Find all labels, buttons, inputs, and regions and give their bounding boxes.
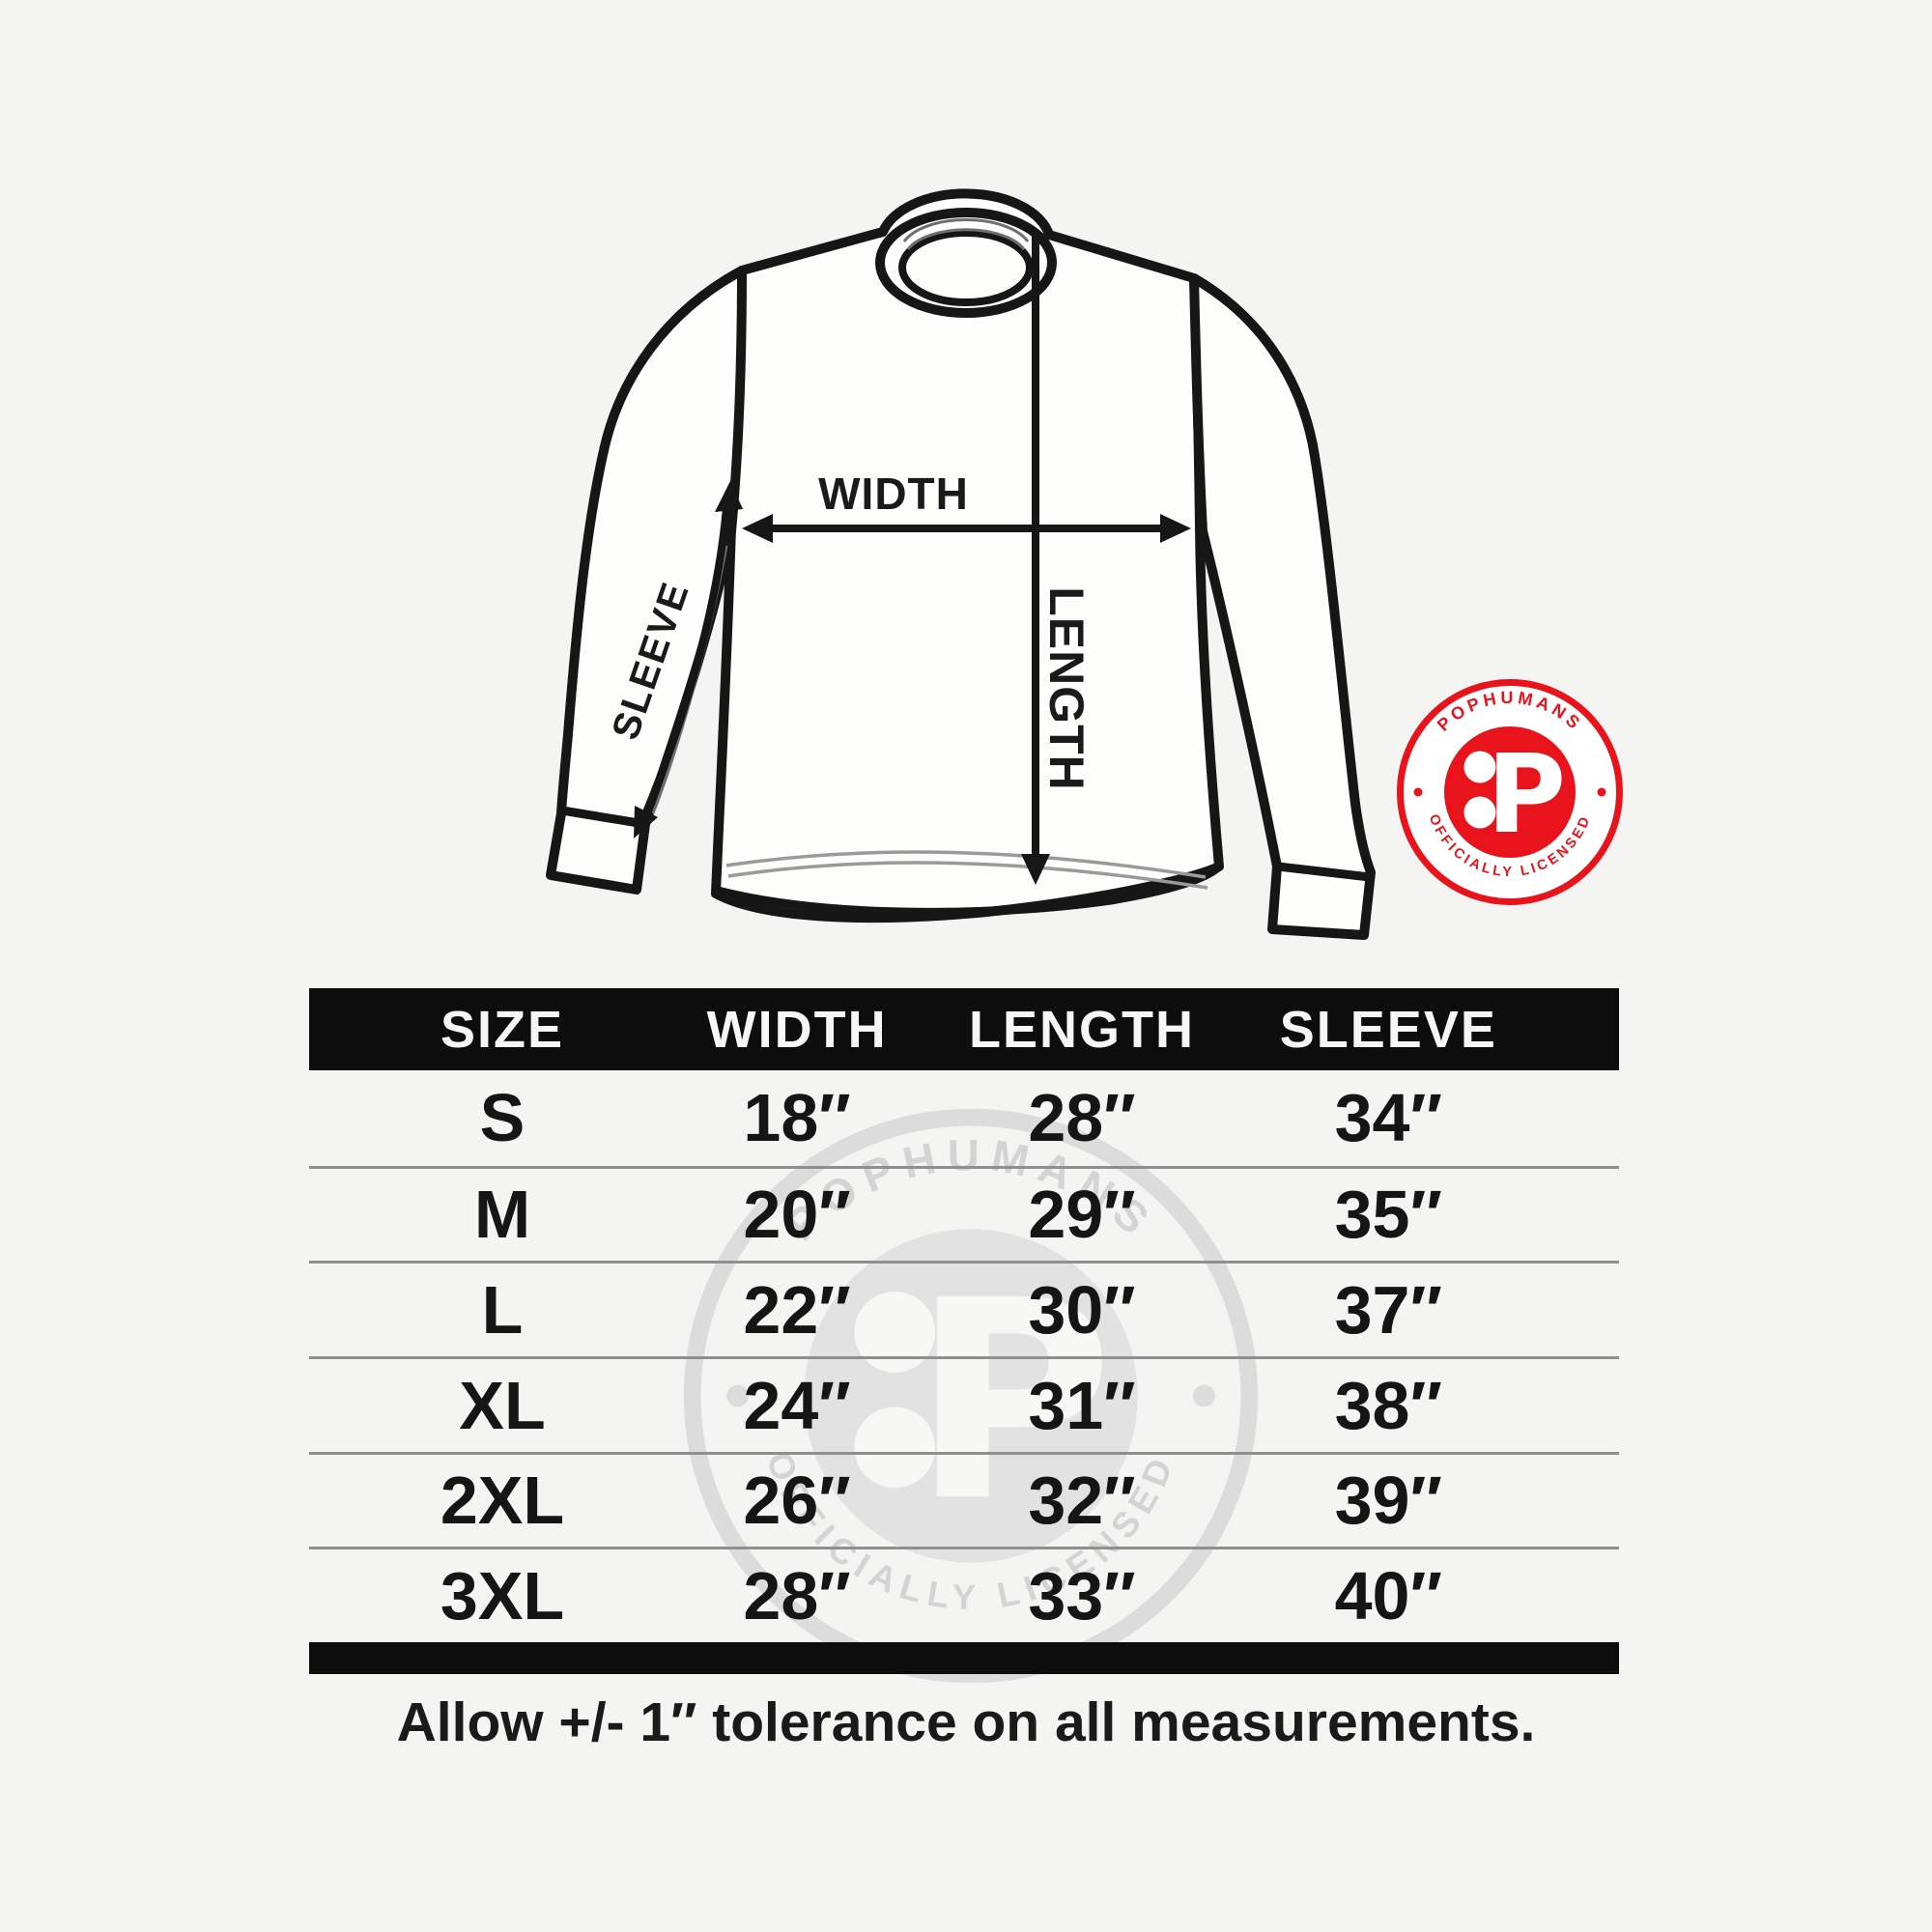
cell-sleeve: 34″ xyxy=(1334,1080,1443,1156)
watermark-stamp-icon: POPHUMANS OFFICIALLY LICENSED P xyxy=(683,1108,1259,1684)
cell-sleeve: 38″ xyxy=(1334,1367,1443,1443)
cell-length: 31″ xyxy=(1028,1367,1136,1443)
collar-stitch xyxy=(902,218,1030,242)
cell-length: 33″ xyxy=(1028,1558,1136,1634)
shirt-left-sleeve xyxy=(546,266,747,895)
cell-sleeve: 37″ xyxy=(1334,1272,1443,1349)
cell-width: 18″ xyxy=(743,1080,851,1156)
right-cuff-seam xyxy=(1273,862,1375,882)
cell-length: 28″ xyxy=(1028,1080,1136,1156)
shirt-diagram xyxy=(546,188,1376,940)
cell-width: 28″ xyxy=(743,1558,851,1634)
left-cuff-seam xyxy=(557,806,649,829)
cell-sleeve: 40″ xyxy=(1334,1558,1443,1634)
table-row: M 20″ 29″ 35″ xyxy=(309,1165,1619,1262)
measurement-arrows xyxy=(634,233,1191,885)
sleeve-arrow-line xyxy=(639,496,731,821)
licensed-badge-icon: POPHUMANS OFFICIALLY LICENSED P xyxy=(1397,679,1623,905)
length-label: LENGTH xyxy=(1039,586,1094,791)
sleeve-arrow-bottom-head-icon xyxy=(634,806,658,838)
watermark-logo-dot-icon xyxy=(854,1406,936,1489)
hem-stitch xyxy=(725,850,1207,879)
size-table: SIZE WIDTH LENGTH SLEEVE S 18″ 28″ 34″ M… xyxy=(309,988,1619,1674)
cell-width: 22″ xyxy=(743,1272,851,1349)
table-row: 3XL 28″ 33″ 40″ xyxy=(309,1547,1619,1642)
table-bottom-bar xyxy=(309,1641,1619,1674)
cell-size: L xyxy=(481,1272,524,1349)
width-arrow-right-head-icon xyxy=(1160,514,1191,543)
collar-stitch xyxy=(906,228,1026,250)
header-length: LENGTH xyxy=(969,1000,1196,1059)
badge-left-dot-icon xyxy=(1413,787,1423,797)
hem-stitch xyxy=(727,861,1208,890)
table-row: S 18″ 28″ 34″ xyxy=(309,1070,1619,1166)
header-width: WIDTH xyxy=(706,1000,888,1059)
badge-right-dot-icon xyxy=(1597,787,1606,797)
table-row: 2XL 26″ 32″ 39″ xyxy=(309,1451,1619,1548)
length-arrow-head-icon xyxy=(1021,854,1050,885)
table-row: L 22″ 30″ 37″ xyxy=(309,1261,1619,1356)
watermark-logo-dot-icon xyxy=(854,1292,936,1373)
cell-size: 2XL xyxy=(440,1463,565,1539)
cell-width: 26″ xyxy=(743,1463,851,1539)
collar-inner xyxy=(898,229,1034,306)
cell-sleeve: 39″ xyxy=(1334,1463,1443,1539)
sleeve-arrow-top-head-icon xyxy=(715,481,743,512)
badge-logo-dot-icon xyxy=(1463,796,1496,829)
cell-length: 29″ xyxy=(1028,1177,1136,1253)
cell-size: S xyxy=(479,1080,526,1156)
watermark-right-dot-icon xyxy=(1192,1384,1215,1407)
shirt-right-sleeve xyxy=(1189,273,1376,940)
tolerance-note: Allow +/- 1″ tolerance on all measuremen… xyxy=(396,1691,1536,1753)
cell-length: 32″ xyxy=(1028,1463,1136,1539)
cell-sleeve: 35″ xyxy=(1334,1177,1443,1253)
width-arrow-left-head-icon xyxy=(742,514,773,543)
header-size: SIZE xyxy=(440,1000,565,1059)
watermark-monogram: P xyxy=(912,1242,1113,1562)
cell-size: 3XL xyxy=(440,1558,565,1634)
cell-width: 24″ xyxy=(743,1367,851,1443)
cell-length: 30″ xyxy=(1028,1272,1136,1349)
cell-width: 20″ xyxy=(743,1177,851,1253)
width-label: WIDTH xyxy=(818,469,969,519)
watermark-left-dot-icon xyxy=(726,1384,750,1407)
cell-size: M xyxy=(473,1177,531,1253)
badge-logo-dot-icon xyxy=(1463,751,1496,783)
cell-size: XL xyxy=(459,1367,546,1443)
table-row: XL 24″ 31″ 38″ xyxy=(309,1355,1619,1452)
header-sleeve: SLEEVE xyxy=(1279,1000,1497,1059)
badge-monogram: P xyxy=(1487,732,1566,858)
size-table-header: SIZE WIDTH LENGTH SLEEVE xyxy=(309,988,1619,1070)
